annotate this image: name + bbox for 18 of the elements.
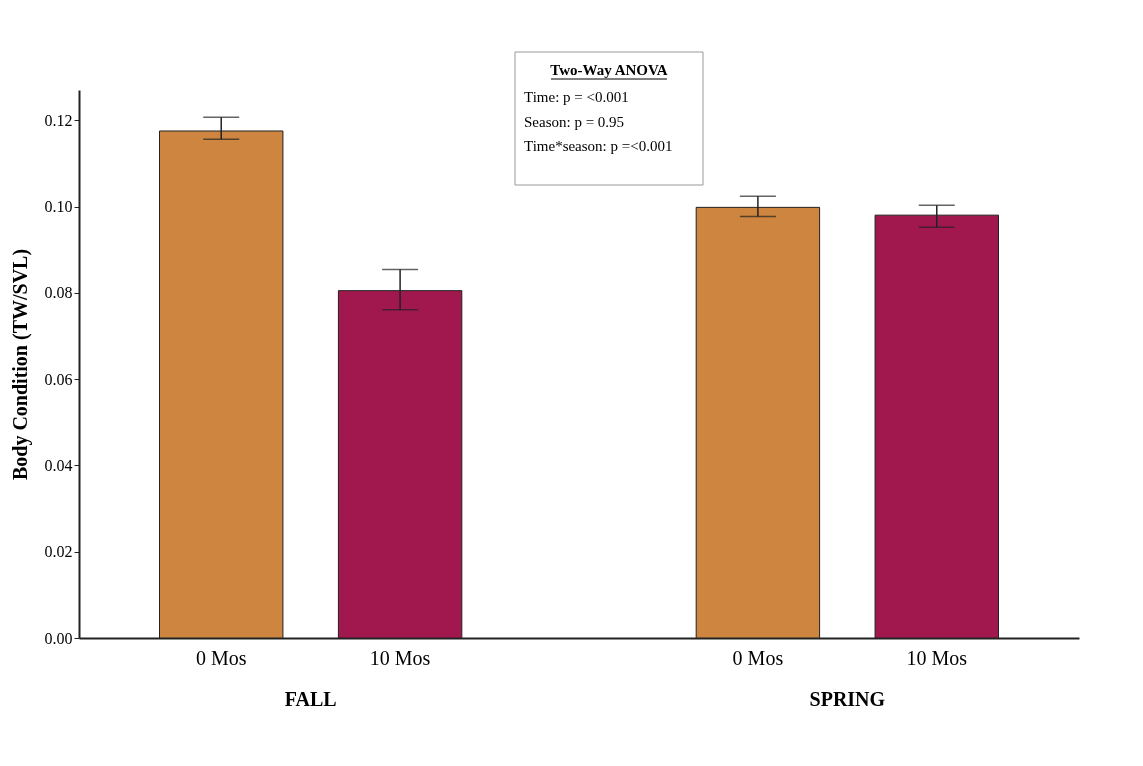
y-tick-label: 0.12 (44, 111, 73, 129)
x-tick-label: 0 Mos (195, 646, 247, 669)
y-tick-label: 0.06 (44, 370, 73, 388)
y-tick-label: 0.00 (44, 629, 73, 647)
y-tick-label: 0.04 (44, 456, 73, 474)
annotation: Time*season: p =<0.001 (524, 138, 673, 154)
y-tick-label: 0.10 (44, 198, 73, 215)
y-tick-label: 0.02 (44, 543, 73, 561)
y-axis-title: Body Condition (TW/SVL) (8, 248, 32, 481)
x-tick-label: 10 Mos (369, 646, 431, 669)
y-tick-label: 0.08 (44, 284, 73, 302)
annotation: Time: p = <0.001 (524, 89, 629, 105)
text: FALL (284, 688, 337, 710)
x-tick-label: 10 Mos (906, 646, 968, 669)
x-tick-label: 0 Mos (732, 646, 784, 669)
text: Two-Way ANOVA (550, 62, 668, 78)
annotation: Season: p = 0.95 (524, 113, 625, 130)
text: SPRING (809, 688, 886, 710)
